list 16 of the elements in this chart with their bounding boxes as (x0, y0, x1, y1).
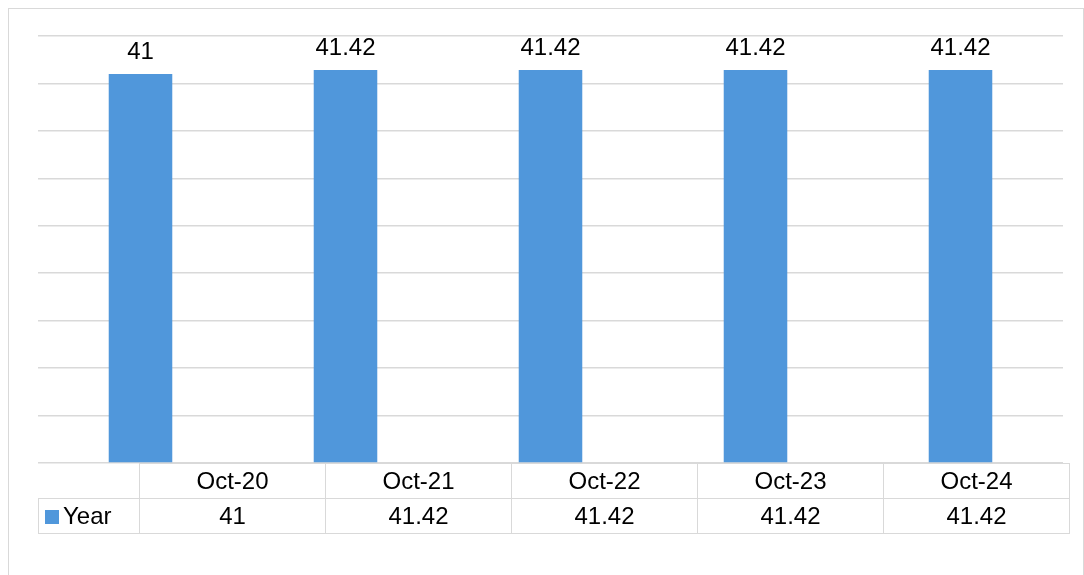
x-tick-label: Oct-22 (511, 463, 698, 499)
data-label: 41.42 (930, 32, 991, 60)
text: 41 (139, 498, 326, 534)
text: 41.42 (697, 498, 884, 534)
data-label: 41 (127, 36, 154, 64)
x-tick-label: Oct-20 (139, 463, 326, 499)
data-label: 41.42 (725, 32, 786, 60)
data-label: 41.42 (315, 32, 376, 60)
text: 41.42 (883, 498, 1070, 534)
text: 41.42 (511, 498, 698, 534)
x-tick-label: Oct-21 (325, 463, 512, 499)
text: 41.42 (325, 498, 512, 534)
x-tick-label: Oct-24 (883, 463, 1070, 499)
data-label: 41.42 (520, 32, 581, 60)
x-tick-label: Oct-23 (697, 463, 884, 499)
legend-label: Year (62, 502, 112, 529)
